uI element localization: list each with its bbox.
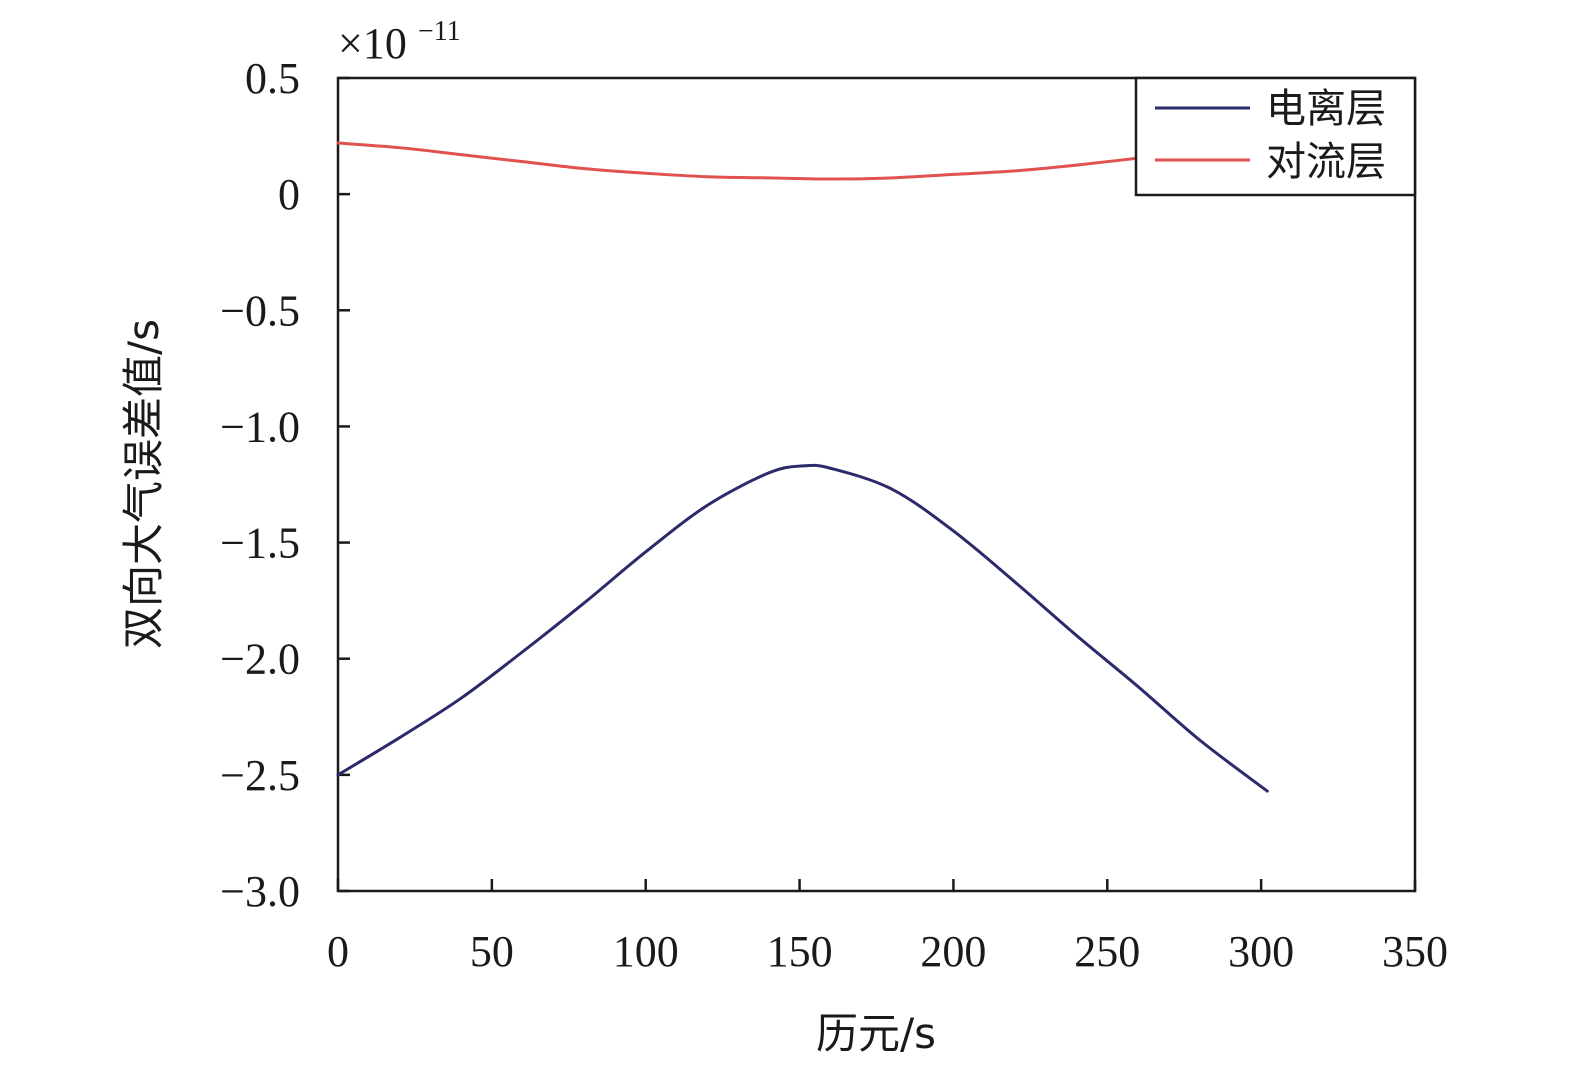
y-tick-label: −2.5	[220, 751, 300, 800]
x-tick-label: 50	[470, 927, 514, 976]
x-tick-label: 300	[1228, 927, 1294, 976]
x-axis-title: 历元/s	[816, 1009, 936, 1058]
legend-label-troposphere: 对流层	[1266, 139, 1386, 185]
series-layer	[336, 141, 1269, 793]
x-tick-label: 0	[327, 927, 349, 976]
x-tick-label: 350	[1382, 927, 1448, 976]
x-tick-label: 100	[613, 927, 679, 976]
series-line-ionosphere	[336, 463, 1269, 793]
y-axis-title: 双向大气误差值/s	[119, 319, 168, 649]
y-tick-label: 0.5	[245, 54, 300, 103]
y-axis-multiplier: ×10 −11	[338, 16, 461, 68]
y-tick-label: −1.0	[220, 402, 300, 451]
y-axis: 0.5 0 −0.5 −1.0 −1.5 −2.0 −2.5 −3.0	[220, 54, 350, 916]
y-axis-multiplier-exponent: −11	[418, 16, 461, 47]
legend-label-ionosphere: 电离层	[1266, 86, 1386, 132]
y-tick-label: −0.5	[220, 286, 300, 335]
series-line-troposphere	[336, 141, 1269, 181]
x-axis: 0 50 100 150 200 250 300 350	[327, 879, 1448, 976]
x-tick-label: 200	[920, 927, 986, 976]
y-tick-label: 0	[278, 170, 300, 219]
legend: 电离层 对流层	[1134, 76, 1417, 197]
y-axis-multiplier-base: ×10	[338, 19, 407, 68]
y-tick-label: −3.0	[220, 867, 300, 916]
y-tick-label: −1.5	[220, 519, 300, 568]
legend-box	[1134, 76, 1417, 197]
y-tick-label: −2.0	[220, 635, 300, 684]
plot-area-frame	[336, 76, 1417, 893]
x-tick-label: 150	[767, 927, 833, 976]
x-tick-label: 250	[1074, 927, 1140, 976]
